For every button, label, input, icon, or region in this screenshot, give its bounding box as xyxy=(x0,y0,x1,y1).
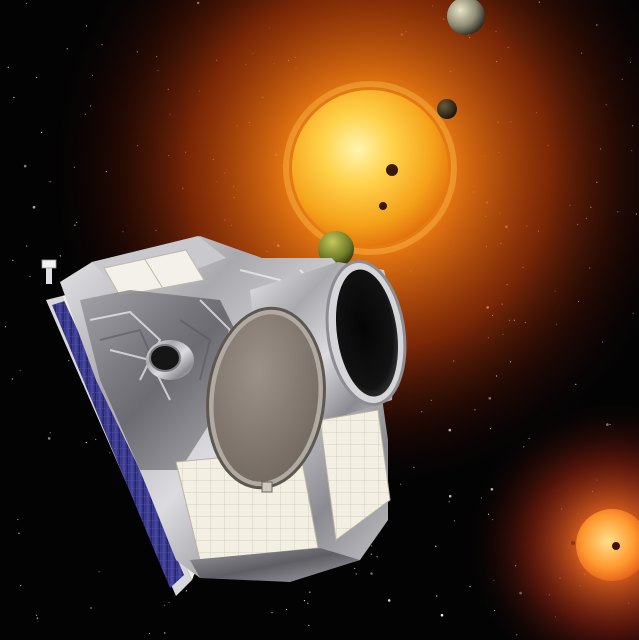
main-sun xyxy=(292,90,448,246)
lid-hinge xyxy=(261,481,273,493)
antenna-mast xyxy=(46,264,52,284)
planet-transit-2 xyxy=(379,202,387,210)
antenna-tip xyxy=(41,259,57,269)
telescope-satellite xyxy=(41,236,407,596)
red-star-planet xyxy=(612,542,620,550)
solar-panel xyxy=(52,300,184,588)
top-radiator xyxy=(103,249,205,297)
telescope-aperture xyxy=(335,269,399,397)
planet-top xyxy=(447,0,485,35)
body-bottom-foil xyxy=(190,548,360,582)
radiator-seam xyxy=(143,257,163,288)
planet-transit-1 xyxy=(386,164,398,176)
red-star-planet-small xyxy=(571,541,575,545)
red-dwarf-star xyxy=(576,509,639,581)
aperture-lid xyxy=(213,314,319,482)
lower-radiator-right xyxy=(319,409,391,541)
star-tracker-lens xyxy=(149,344,181,372)
planet-right xyxy=(437,99,457,119)
sun-corona xyxy=(283,81,457,255)
